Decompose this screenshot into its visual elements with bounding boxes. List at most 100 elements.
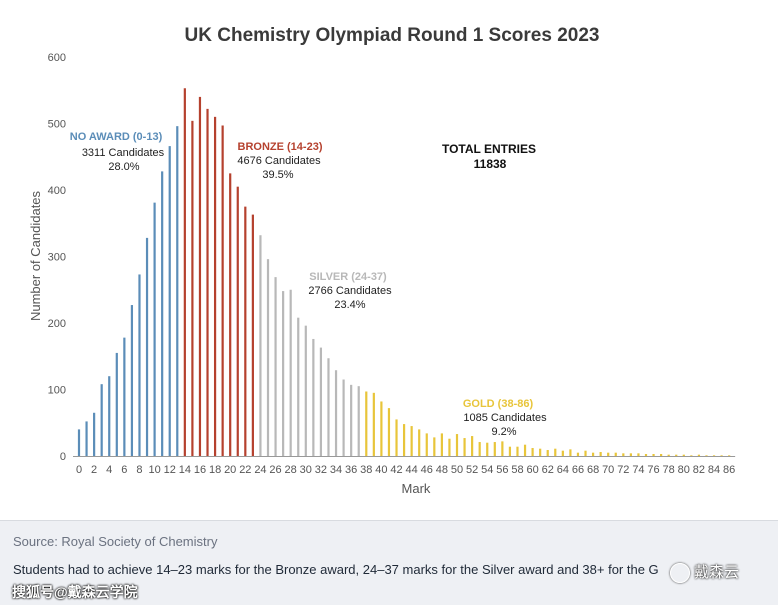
x-tick-label: 78: [663, 464, 675, 476]
bar: [123, 337, 126, 456]
no-award-percent: 28.0%: [108, 161, 139, 173]
x-tick-label: 16: [194, 464, 206, 476]
x-tick-label: 34: [330, 464, 342, 476]
bar: [667, 454, 670, 456]
x-tick-label: 84: [708, 464, 720, 476]
bar: [501, 441, 504, 456]
bar: [644, 454, 648, 456]
bar: [508, 446, 512, 456]
y-tick-label: 400: [48, 185, 66, 197]
bar: [297, 317, 300, 456]
bar: [607, 452, 610, 456]
bar: [425, 433, 428, 456]
watermark-right-text: 戴森云: [694, 564, 740, 581]
x-tick-label: 0: [76, 464, 82, 476]
x-tick-label: 36: [345, 464, 357, 476]
y-axis-ticks: 0 100 200 300 400 500 600: [48, 52, 66, 463]
bar: [357, 386, 360, 456]
bar: [380, 401, 383, 456]
x-tick-label: 4: [106, 464, 112, 476]
gold-percent: 9.2%: [491, 426, 516, 438]
y-tick-label: 200: [48, 318, 66, 330]
x-tick-label: 62: [542, 464, 554, 476]
silver-candidates: 2766 Candidates: [308, 285, 392, 297]
bar: [493, 442, 496, 456]
x-tick-label: 8: [136, 464, 142, 476]
x-tick-label: 82: [693, 464, 705, 476]
x-tick-label: 60: [526, 464, 538, 476]
x-tick-label: 38: [360, 464, 372, 476]
bar: [304, 325, 307, 456]
x-tick-label: 58: [511, 464, 523, 476]
x-tick-label: 30: [300, 464, 312, 476]
bar: [682, 454, 685, 456]
x-tick-label: 22: [239, 464, 251, 476]
x-tick-label: 46: [421, 464, 433, 476]
bar: [433, 437, 436, 456]
bar: [660, 454, 663, 456]
bar: [365, 391, 368, 456]
x-tick-label: 50: [451, 464, 463, 476]
bar: [342, 379, 345, 456]
no-award-label: NO AWARD (0-13): [70, 131, 163, 143]
bar: [629, 453, 632, 456]
bar: [539, 448, 542, 456]
bar: [176, 126, 179, 456]
x-tick-label: 10: [148, 464, 160, 476]
bar: [712, 455, 716, 456]
caption-description: Students had to achieve 14–23 marks for …: [13, 562, 659, 577]
bar: [145, 237, 149, 456]
x-tick-label: 28: [285, 464, 297, 476]
bar: [395, 419, 398, 456]
source-text: Source: Royal Society of Chemistry: [13, 534, 218, 549]
x-tick-label: 54: [481, 464, 493, 476]
bar: [728, 455, 731, 456]
bar: [115, 352, 118, 456]
bar: [486, 442, 489, 456]
bar: [259, 235, 262, 456]
x-tick-label: 12: [164, 464, 176, 476]
x-tick-label: 56: [496, 464, 508, 476]
x-tick-label: 70: [602, 464, 614, 476]
x-tick-label: 44: [406, 464, 418, 476]
x-tick-label: 42: [390, 464, 402, 476]
y-tick-label: 500: [48, 119, 66, 131]
no-award-candidates: 3311 Candidates: [82, 147, 165, 159]
x-axis-ticks: 0 2 4 6 8 10 12 14 16 18 20 22 24 26 28 30 32 34 36 38 40 42 4…: [76, 464, 735, 476]
silver-label: SILVER (24-37): [309, 271, 387, 283]
bar: [85, 421, 88, 456]
bar: [448, 438, 451, 456]
bar: [576, 452, 580, 456]
bar: [77, 429, 81, 456]
bar: [161, 171, 164, 456]
bar: [561, 450, 564, 456]
x-tick-label: 86: [723, 464, 735, 476]
bar: [221, 125, 224, 457]
bronze-label: BRONZE (14-23): [238, 141, 323, 153]
gold-label: GOLD (38-86): [463, 398, 534, 410]
bars: [77, 88, 731, 457]
bar: [213, 116, 217, 456]
bar: [236, 186, 239, 457]
bar: [675, 454, 678, 456]
bar: [282, 291, 285, 456]
bar: [418, 429, 421, 456]
bar: [274, 277, 277, 456]
x-tick-label: 18: [209, 464, 221, 476]
bar: [108, 376, 111, 456]
x-tick-label: 74: [632, 464, 644, 476]
x-tick-label: 66: [572, 464, 584, 476]
gold-candidates: 1085 Candidates: [463, 412, 547, 424]
x-tick-label: 52: [466, 464, 478, 476]
bar: [402, 424, 406, 456]
bar: [244, 206, 247, 456]
x-tick-label: 68: [587, 464, 599, 476]
bar: [327, 358, 330, 456]
x-axis-label: Mark: [402, 481, 431, 496]
x-tick-label: 32: [315, 464, 327, 476]
bar: [455, 434, 459, 456]
caption-area: Source: Royal Society of Chemistry Stude…: [0, 520, 778, 605]
bar: [153, 202, 156, 456]
bar: [584, 450, 587, 456]
bar: [168, 146, 171, 457]
